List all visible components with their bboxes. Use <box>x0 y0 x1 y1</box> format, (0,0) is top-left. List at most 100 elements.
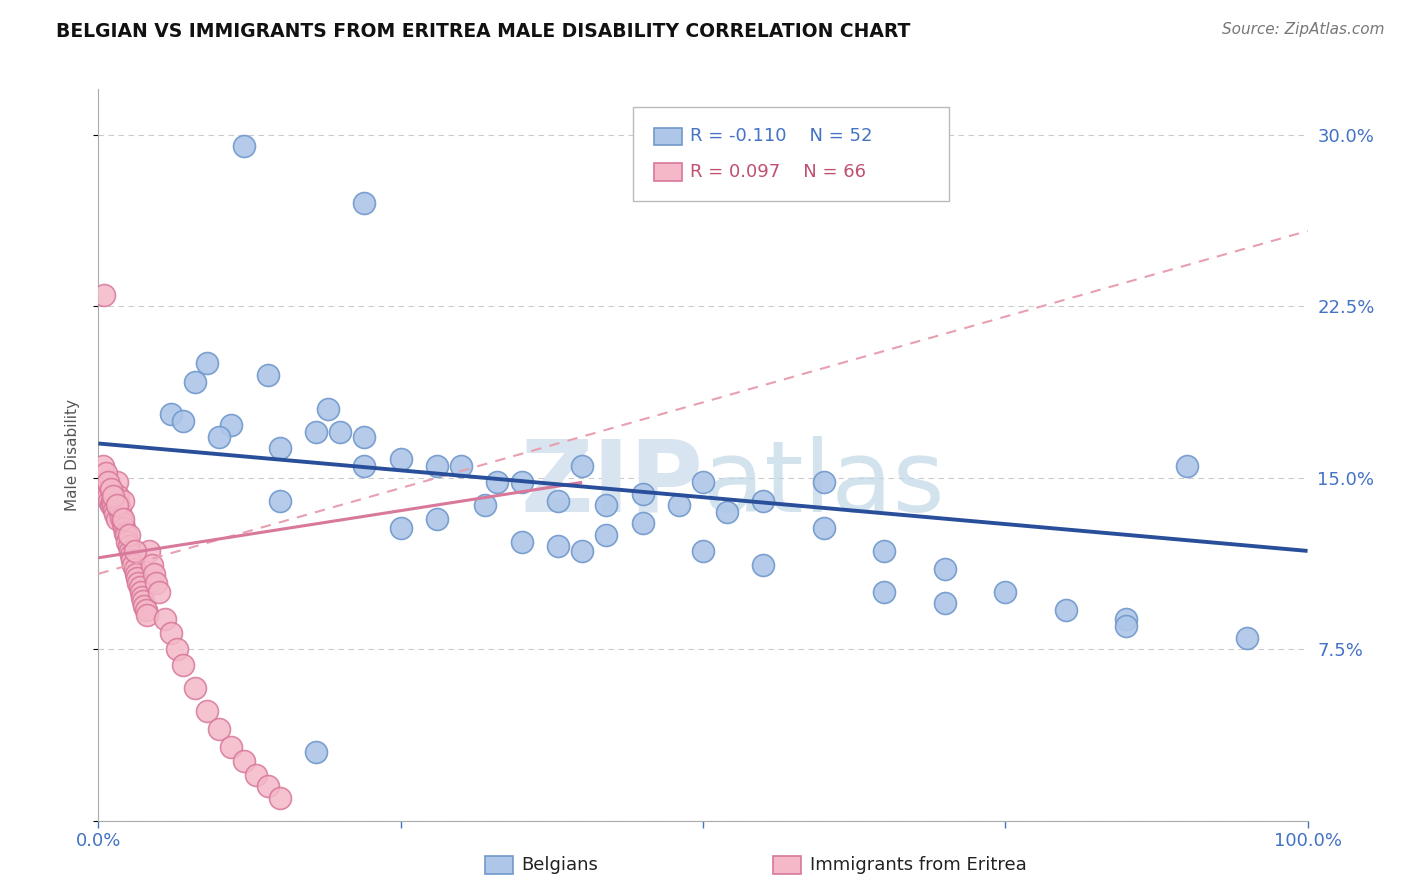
Y-axis label: Male Disability: Male Disability <box>65 399 80 511</box>
Point <box>631 487 654 501</box>
Point <box>131 590 153 604</box>
Point <box>426 512 449 526</box>
Point <box>571 459 593 474</box>
Point <box>631 516 654 531</box>
Point <box>353 196 375 211</box>
Point <box>329 425 352 439</box>
Point <box>934 562 956 576</box>
Point <box>115 528 138 542</box>
Point <box>135 603 157 617</box>
Point <box>135 607 157 622</box>
Text: ZIP: ZIP <box>520 435 703 533</box>
Point <box>1115 613 1137 627</box>
Point <box>752 493 775 508</box>
Point <box>571 544 593 558</box>
Point <box>474 498 496 512</box>
Point <box>117 534 139 549</box>
Point <box>389 521 412 535</box>
Point <box>873 544 896 558</box>
Point <box>692 475 714 490</box>
Point <box>232 139 254 153</box>
Point <box>172 414 194 428</box>
Point <box>245 768 267 782</box>
Point <box>124 562 146 576</box>
Point <box>595 528 617 542</box>
Text: Belgians: Belgians <box>522 856 599 874</box>
Text: R = 0.097    N = 66: R = 0.097 N = 66 <box>690 163 866 181</box>
Point <box>547 493 569 508</box>
Point <box>221 418 243 433</box>
Point <box>120 549 142 563</box>
Text: atlas: atlas <box>703 435 945 533</box>
Point <box>93 288 115 302</box>
Point <box>160 626 183 640</box>
Text: Immigrants from Eritrea: Immigrants from Eritrea <box>810 856 1026 874</box>
Point <box>108 505 131 519</box>
Point <box>125 566 148 581</box>
Point <box>172 658 194 673</box>
Point <box>353 430 375 444</box>
Point <box>208 723 231 737</box>
Point <box>256 780 278 794</box>
Point <box>105 512 128 526</box>
Point <box>269 790 291 805</box>
Point <box>184 681 207 695</box>
Point <box>100 482 122 496</box>
Point <box>305 745 328 759</box>
Point <box>121 553 143 567</box>
Point <box>103 503 125 517</box>
Point <box>813 475 835 490</box>
Point <box>143 566 166 581</box>
Point <box>269 493 291 508</box>
Point <box>97 475 120 490</box>
Point <box>547 539 569 553</box>
Text: BELGIAN VS IMMIGRANTS FROM ERITREA MALE DISABILITY CORRELATION CHART: BELGIAN VS IMMIGRANTS FROM ERITREA MALE … <box>56 22 911 41</box>
Point <box>128 581 150 595</box>
Text: Source: ZipAtlas.com: Source: ZipAtlas.com <box>1222 22 1385 37</box>
Point <box>145 576 167 591</box>
Point <box>93 475 115 490</box>
Point <box>752 558 775 572</box>
Point <box>96 487 118 501</box>
Point <box>110 509 132 524</box>
Point <box>104 508 127 522</box>
Point <box>118 544 141 558</box>
Point <box>221 740 243 755</box>
Point <box>166 642 188 657</box>
Point <box>97 489 120 503</box>
Point <box>105 475 128 490</box>
Point <box>111 516 134 531</box>
Point <box>426 459 449 474</box>
Point <box>124 544 146 558</box>
Point <box>100 493 122 508</box>
Point <box>91 459 114 474</box>
Point <box>1054 603 1077 617</box>
Point <box>316 402 339 417</box>
Text: R = -0.110    N = 52: R = -0.110 N = 52 <box>690 128 873 145</box>
Point <box>94 482 117 496</box>
Point <box>1236 631 1258 645</box>
Point <box>118 528 141 542</box>
Point <box>510 534 533 549</box>
Point <box>1175 459 1198 474</box>
Point <box>873 585 896 599</box>
Point <box>105 498 128 512</box>
Point <box>716 505 738 519</box>
Point <box>122 558 145 572</box>
Point <box>510 475 533 490</box>
Point <box>118 539 141 553</box>
Point <box>305 425 328 439</box>
Point <box>934 597 956 611</box>
Point <box>450 459 472 474</box>
Point <box>232 754 254 768</box>
Point <box>108 498 131 512</box>
Point <box>148 585 170 599</box>
Point <box>160 407 183 421</box>
Point <box>100 498 122 512</box>
Point <box>138 544 160 558</box>
Point <box>256 368 278 382</box>
Point <box>114 525 136 540</box>
Point <box>101 498 124 512</box>
Point <box>195 356 218 371</box>
Point <box>129 585 152 599</box>
